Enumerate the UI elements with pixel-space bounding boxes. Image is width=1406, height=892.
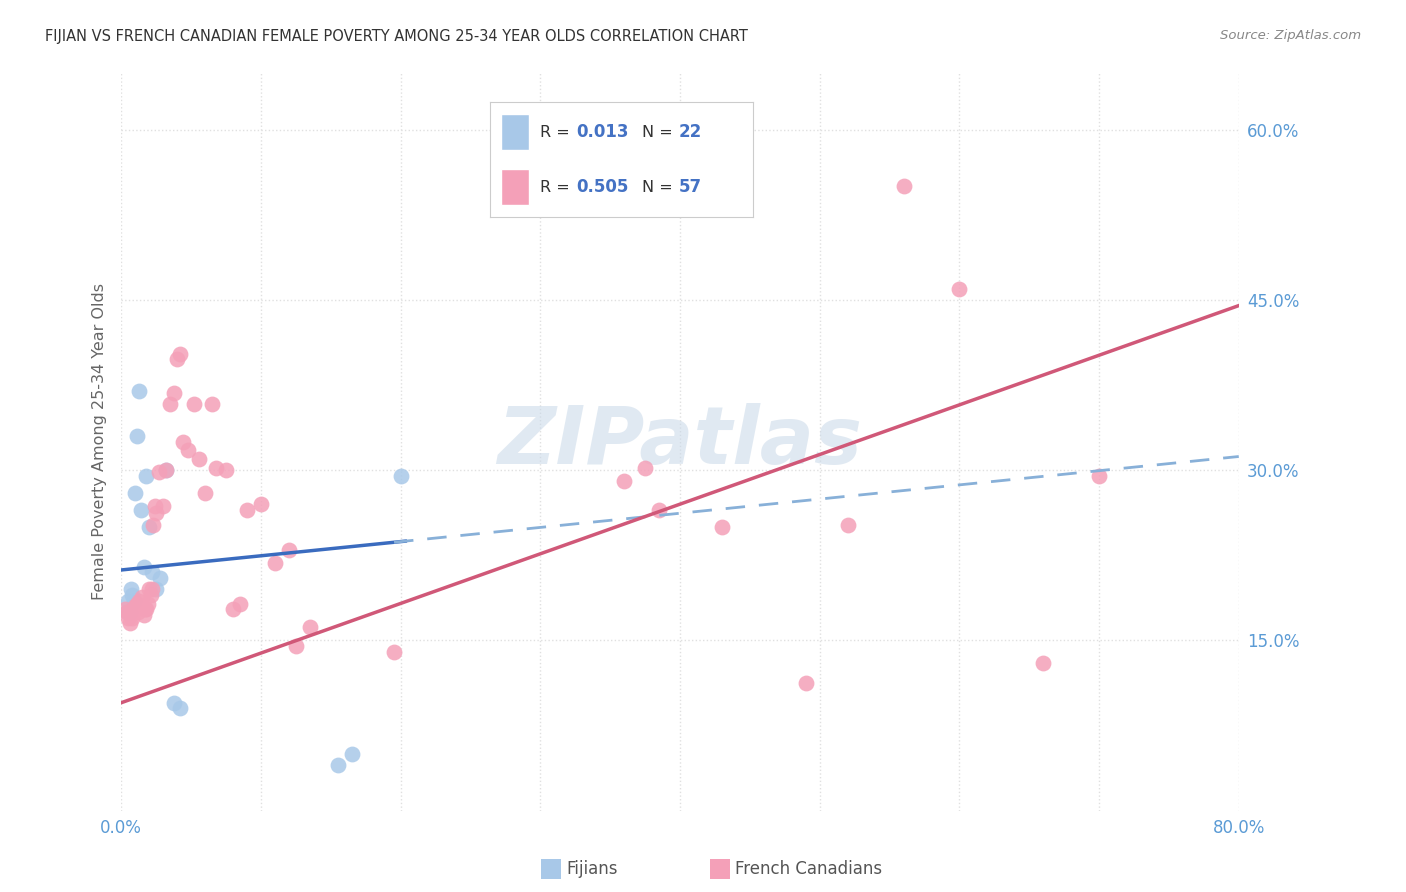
Point	[135, 468, 157, 483]
Point	[382, 645, 405, 659]
Point	[115, 605, 138, 619]
Text: French Canadians: French Canadians	[735, 860, 883, 878]
Point	[326, 758, 349, 772]
Point	[893, 179, 915, 194]
Point	[117, 593, 139, 607]
Point	[169, 347, 191, 361]
Point	[129, 599, 152, 614]
Point	[163, 696, 186, 710]
Point	[132, 559, 155, 574]
Y-axis label: Female Poverty Among 25-34 Year Olds: Female Poverty Among 25-34 Year Olds	[93, 284, 107, 600]
Point	[121, 610, 143, 624]
Point	[138, 520, 160, 534]
Point	[948, 282, 970, 296]
Point	[149, 571, 172, 585]
Point	[114, 601, 136, 615]
Point	[122, 593, 145, 607]
Point	[125, 597, 148, 611]
Point	[188, 451, 211, 466]
Point	[128, 593, 150, 607]
Point	[145, 582, 167, 597]
Point	[1032, 656, 1054, 670]
Point	[148, 466, 170, 480]
Point	[166, 351, 188, 366]
Point	[794, 676, 817, 690]
Point	[194, 485, 217, 500]
Point	[134, 601, 156, 615]
Text: Source: ZipAtlas.com: Source: ZipAtlas.com	[1220, 29, 1361, 42]
Point	[837, 517, 859, 532]
Point	[129, 503, 152, 517]
Point	[142, 517, 165, 532]
Point	[141, 582, 163, 597]
Point	[277, 542, 299, 557]
Point	[152, 500, 174, 514]
Point	[143, 500, 166, 514]
Point	[264, 556, 287, 570]
Point	[710, 520, 733, 534]
Point	[159, 397, 181, 411]
Point	[124, 485, 146, 500]
Point	[172, 434, 194, 449]
Point	[127, 605, 149, 619]
Point	[118, 616, 141, 631]
Point	[145, 506, 167, 520]
Point	[183, 397, 205, 411]
Point	[648, 503, 671, 517]
Point	[177, 442, 200, 457]
Point	[135, 601, 157, 615]
Point	[163, 386, 186, 401]
Point	[128, 384, 150, 398]
Point	[340, 747, 363, 761]
Point	[124, 599, 146, 614]
Point	[169, 701, 191, 715]
Point	[138, 582, 160, 597]
Point	[139, 588, 162, 602]
Point	[389, 468, 412, 483]
Text: FIJIAN VS FRENCH CANADIAN FEMALE POVERTY AMONG 25-34 YEAR OLDS CORRELATION CHART: FIJIAN VS FRENCH CANADIAN FEMALE POVERTY…	[45, 29, 748, 44]
Point	[613, 475, 636, 489]
Point	[634, 460, 657, 475]
Point	[222, 601, 245, 615]
Point	[122, 601, 145, 615]
Point	[155, 463, 177, 477]
Point	[120, 582, 142, 597]
Point	[155, 463, 177, 477]
Point	[284, 639, 307, 653]
Point	[1088, 468, 1111, 483]
Point	[131, 591, 153, 605]
Text: Fijians: Fijians	[567, 860, 619, 878]
Point	[118, 605, 141, 619]
Text: ZIPatlas: ZIPatlas	[498, 403, 862, 481]
Point	[205, 460, 228, 475]
Point	[117, 610, 139, 624]
Point	[141, 566, 163, 580]
Point	[125, 429, 148, 443]
Point	[250, 497, 273, 511]
Point	[120, 605, 142, 619]
Point	[115, 605, 138, 619]
Point	[236, 503, 259, 517]
Point	[136, 597, 159, 611]
Point	[229, 597, 252, 611]
Point	[215, 463, 238, 477]
Point	[298, 620, 321, 634]
Point	[201, 397, 224, 411]
Point	[121, 588, 143, 602]
Point	[132, 608, 155, 623]
